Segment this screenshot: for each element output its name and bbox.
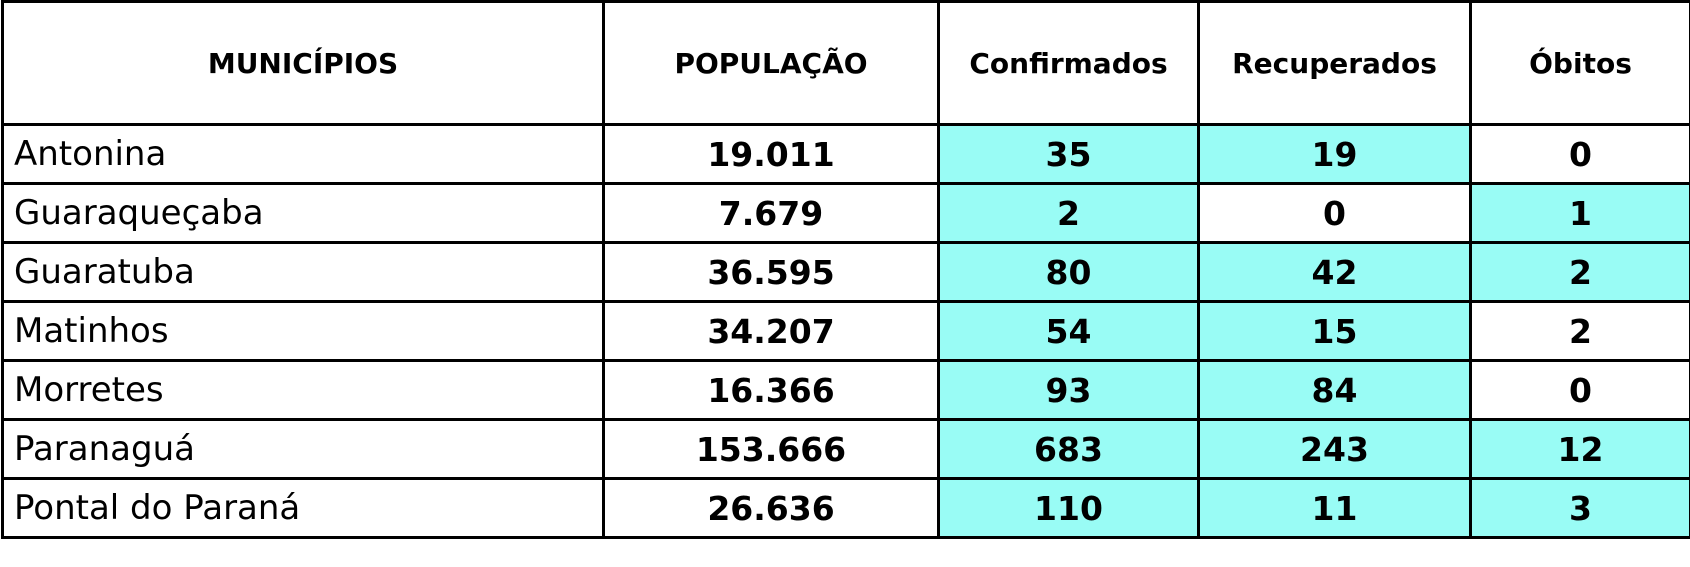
- table-row: Guaratuba 36.595 80 42 2: [1, 241, 1690, 303]
- value-cell: 16.366: [602, 359, 940, 421]
- value-cell: 84: [1197, 359, 1472, 421]
- value-cell: 34.207: [602, 300, 940, 362]
- value-cell: 35: [937, 123, 1200, 185]
- value-cell: 3: [1469, 477, 1690, 539]
- municipality-cell: Paranaguá: [1, 418, 605, 480]
- header-cell: POPULAÇÃO: [602, 0, 940, 126]
- header-cell: MUNICÍPIOS: [1, 0, 605, 126]
- municipality-cell: Morretes: [1, 359, 605, 421]
- municipality-cell: Pontal do Paraná: [1, 477, 605, 539]
- value-cell: 54: [937, 300, 1200, 362]
- value-cell: 0: [1469, 359, 1690, 421]
- table-row: Antonina 19.011 35 19 0: [1, 123, 1690, 185]
- value-cell: 7.679: [602, 182, 940, 244]
- value-cell: 19: [1197, 123, 1472, 185]
- value-cell: 2: [1469, 241, 1690, 303]
- municipality-cell: Guaraqueçaba: [1, 182, 605, 244]
- value-cell: 683: [937, 418, 1200, 480]
- header-cell: Confirmados: [937, 0, 1200, 126]
- table-row: Guaraqueçaba 7.679 2 0 1: [1, 182, 1690, 244]
- value-cell: 2: [1469, 300, 1690, 362]
- value-cell: 15: [1197, 300, 1472, 362]
- value-cell: 42: [1197, 241, 1472, 303]
- value-cell: 110: [937, 477, 1200, 539]
- value-cell: 0: [1469, 123, 1690, 185]
- value-cell: 12: [1469, 418, 1690, 480]
- header-cell: Recuperados: [1197, 0, 1472, 126]
- value-cell: 80: [937, 241, 1200, 303]
- table-row: Paranaguá 153.666 683 243 12: [1, 418, 1690, 480]
- municipality-cell: Matinhos: [1, 300, 605, 362]
- value-cell: 153.666: [602, 418, 940, 480]
- value-cell: 0: [1197, 182, 1472, 244]
- header-row: MUNICÍPIOS POPULAÇÃO Confirmados Recuper…: [1, 0, 1690, 126]
- table-row: Morretes 16.366 93 84 0: [1, 359, 1690, 421]
- value-cell: 2: [937, 182, 1200, 244]
- value-cell: 11: [1197, 477, 1472, 539]
- table-row: Pontal do Paraná 26.636 110 11 3: [1, 477, 1690, 539]
- header-cell: Óbitos: [1469, 0, 1690, 126]
- municipality-cell: Antonina: [1, 123, 605, 185]
- value-cell: 36.595: [602, 241, 940, 303]
- value-cell: 243: [1197, 418, 1472, 480]
- value-cell: 19.011: [602, 123, 940, 185]
- covid-table: MUNICÍPIOS POPULAÇÃO Confirmados Recuper…: [1, 0, 1690, 539]
- table-body: Antonina 19.011 35 19 0 Guaraqueçaba 7.679 2 0 1 G…: [1, 123, 1690, 539]
- value-cell: 26.636: [602, 477, 940, 539]
- municipality-cell: Guaratuba: [1, 241, 605, 303]
- value-cell: 93: [937, 359, 1200, 421]
- table-row: Matinhos 34.207 54 15 2: [1, 300, 1690, 362]
- value-cell: 1: [1469, 182, 1690, 244]
